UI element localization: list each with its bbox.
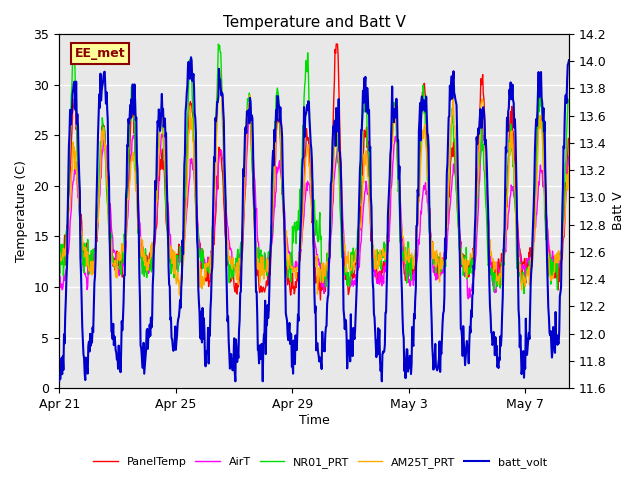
PanelTemp <box>55 252 63 257</box>
AirT <box>343 272 351 278</box>
PanelTemp <box>343 281 351 287</box>
batt_volt <box>310 288 318 294</box>
AM25T_PRT <box>275 101 282 107</box>
AM25T_PRT <box>341 242 349 248</box>
AirT <box>399 239 407 245</box>
NR01_PRT <box>520 291 528 297</box>
AirT <box>464 296 472 301</box>
batt_volt <box>343 334 351 339</box>
AirT <box>565 153 573 159</box>
AM25T_PRT <box>216 67 223 73</box>
AirT <box>185 185 193 191</box>
batt_volt <box>399 330 407 336</box>
PanelTemp <box>341 261 349 266</box>
Line: batt_volt: batt_volt <box>59 57 569 381</box>
batt_volt <box>185 59 193 65</box>
PanelTemp <box>310 247 317 252</box>
AirT <box>245 113 253 119</box>
Y-axis label: Batt V: Batt V <box>612 192 625 230</box>
AM25T_PRT <box>400 237 408 243</box>
batt_volt <box>340 313 348 319</box>
PanelTemp <box>565 136 573 142</box>
Line: AM25T_PRT: AM25T_PRT <box>59 70 569 295</box>
PanelTemp <box>317 297 324 303</box>
NR01_PRT <box>214 41 222 47</box>
NR01_PRT <box>185 84 193 90</box>
Text: EE_met: EE_met <box>74 47 125 60</box>
PanelTemp <box>185 122 193 128</box>
AirT <box>274 167 282 172</box>
AM25T_PRT <box>186 130 193 136</box>
Line: NR01_PRT: NR01_PRT <box>59 44 569 294</box>
PanelTemp <box>400 264 408 269</box>
AirT <box>310 237 318 242</box>
NR01_PRT <box>343 266 351 272</box>
batt_volt <box>565 58 573 63</box>
batt_volt <box>187 54 195 60</box>
PanelTemp <box>273 116 281 121</box>
Line: PanelTemp: PanelTemp <box>59 44 569 300</box>
X-axis label: Time: Time <box>299 414 330 427</box>
Y-axis label: Temperature (C): Temperature (C) <box>15 160 28 262</box>
NR01_PRT <box>565 99 573 105</box>
AirT <box>340 239 348 244</box>
Line: AirT: AirT <box>59 116 569 299</box>
NR01_PRT <box>55 254 63 260</box>
AM25T_PRT <box>565 164 573 169</box>
PanelTemp <box>332 41 340 47</box>
batt_volt <box>55 378 63 384</box>
NR01_PRT <box>310 197 318 203</box>
AM25T_PRT <box>343 257 351 263</box>
AirT <box>55 287 63 292</box>
NR01_PRT <box>274 88 282 94</box>
AM25T_PRT <box>55 261 63 267</box>
NR01_PRT <box>340 264 348 270</box>
AM25T_PRT <box>311 256 319 262</box>
AM25T_PRT <box>175 292 183 298</box>
NR01_PRT <box>399 249 407 255</box>
Legend: PanelTemp, AirT, NR01_PRT, AM25T_PRT, batt_volt: PanelTemp, AirT, NR01_PRT, AM25T_PRT, ba… <box>88 452 552 472</box>
Title: Temperature and Batt V: Temperature and Batt V <box>223 15 406 30</box>
batt_volt <box>274 94 282 99</box>
